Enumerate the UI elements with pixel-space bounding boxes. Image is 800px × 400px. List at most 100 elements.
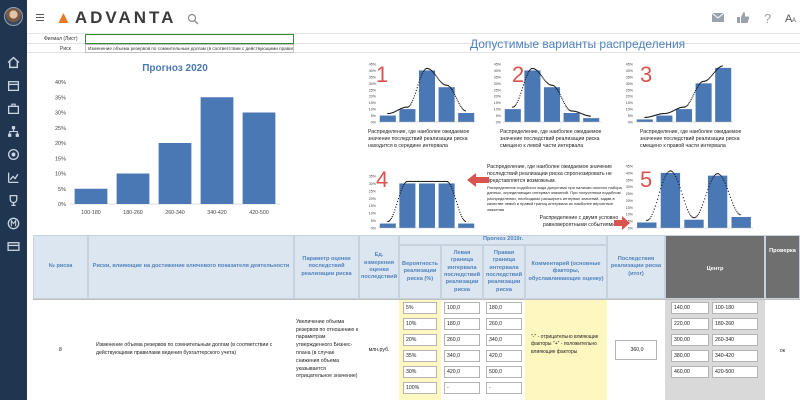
search-icon[interactable] bbox=[187, 12, 199, 25]
left-bound-input[interactable]: 340,0 bbox=[444, 350, 480, 362]
forecast-chart-title: Прогноз 2020 bbox=[142, 63, 208, 74]
center-value[interactable]: 300,00 bbox=[671, 334, 709, 346]
risk-description-cell: Изменение объема резервов по сомнительны… bbox=[96, 342, 273, 356]
comment-cell[interactable]: "-" - отрицательно влияющие факторы "+" … bbox=[531, 333, 599, 355]
interval-value[interactable]: 260-340 bbox=[712, 334, 758, 346]
curve-dot bbox=[432, 180, 434, 183]
curve-dot bbox=[682, 197, 684, 199]
curve-dot bbox=[702, 80, 704, 83]
distribution-bar bbox=[543, 87, 561, 122]
center-value[interactable]: 140,00 bbox=[671, 302, 709, 314]
thumbs-up-icon[interactable] bbox=[736, 11, 750, 24]
right-bound-input[interactable]: - bbox=[486, 382, 522, 394]
interval-value[interactable]: 420-500 bbox=[712, 366, 758, 378]
curve-dot bbox=[554, 85, 556, 87]
left-bound-input[interactable]: 180,0 bbox=[444, 318, 480, 330]
distribution-desc-3: Распределение, где наиболее ожидаемое зн… bbox=[640, 129, 742, 150]
curve-dot bbox=[436, 76, 438, 78]
probability-input[interactable]: 5% bbox=[403, 302, 437, 314]
curve-dot bbox=[571, 110, 573, 112]
org-chart-icon[interactable] bbox=[7, 125, 20, 138]
y-tick-label: 0% bbox=[371, 121, 377, 125]
curve-dot bbox=[397, 198, 400, 200]
interval-value[interactable]: 100-180 bbox=[712, 302, 758, 314]
interval-value[interactable]: 340-420 bbox=[712, 350, 758, 362]
curve-dot bbox=[653, 208, 655, 210]
distribution-number-2: 2 bbox=[512, 62, 525, 87]
curve-dot bbox=[435, 180, 437, 183]
curve-dot bbox=[675, 176, 677, 178]
probability-input[interactable]: 100% bbox=[403, 382, 437, 394]
interval-value[interactable]: 180-260 bbox=[712, 318, 758, 330]
y-tick-label: 20% bbox=[369, 95, 377, 99]
curve-dot bbox=[463, 220, 466, 222]
curve-dot bbox=[433, 72, 435, 74]
card-icon[interactable] bbox=[7, 240, 20, 253]
target-icon[interactable] bbox=[7, 148, 20, 161]
probability-input[interactable]: 20% bbox=[403, 334, 437, 346]
right-bound-input[interactable]: 340,0 bbox=[486, 334, 522, 346]
probability-input[interactable]: 35% bbox=[403, 350, 437, 362]
curve-dot bbox=[412, 180, 414, 183]
center-value[interactable]: 460,00 bbox=[671, 366, 709, 378]
y-tick-label: 0% bbox=[58, 202, 66, 208]
curve-dot bbox=[730, 199, 733, 201]
curve-dot bbox=[555, 87, 558, 89]
calendar-icon[interactable] bbox=[7, 79, 20, 92]
left-bound-input[interactable]: - bbox=[444, 382, 480, 394]
app-logo[interactable]: ▲ADVANTA bbox=[55, 8, 177, 27]
y-tick-label: 35% bbox=[369, 75, 377, 79]
center-value[interactable]: 380,00 bbox=[671, 350, 709, 362]
branch-input[interactable] bbox=[85, 34, 294, 44]
distribution-bar bbox=[399, 109, 416, 122]
right-bound-input[interactable]: 420,0 bbox=[486, 350, 522, 362]
left-bound-input[interactable]: 100,0 bbox=[444, 302, 480, 314]
y-tick-label: 10% bbox=[494, 108, 502, 112]
curve-dot bbox=[712, 73, 714, 75]
curve-dot bbox=[443, 83, 445, 86]
curve-dot bbox=[432, 71, 434, 73]
home-icon[interactable] bbox=[7, 56, 20, 69]
left-bound-input[interactable]: 260,0 bbox=[444, 334, 480, 346]
distribution-bar bbox=[379, 115, 396, 122]
curve-dot bbox=[721, 176, 723, 178]
help-icon[interactable]: ? bbox=[761, 11, 775, 24]
right-bound-input[interactable]: 500,0 bbox=[486, 366, 522, 378]
curve-dot bbox=[700, 81, 702, 84]
mail-icon[interactable] bbox=[711, 11, 725, 24]
curve-dot bbox=[733, 204, 735, 207]
menu-icon[interactable] bbox=[36, 14, 44, 21]
curve-dot bbox=[561, 97, 563, 99]
header-forecast-2019: Прогноз 2019г. bbox=[399, 235, 607, 245]
forecast-bar bbox=[116, 173, 150, 204]
distribution-chart-4: 0% 5% 10% 15% 20% 25% 30% 35% bbox=[369, 175, 476, 231]
probability-input[interactable]: 30% bbox=[403, 366, 437, 378]
curve-dot bbox=[417, 84, 419, 86]
trophy-icon[interactable] bbox=[7, 194, 20, 207]
right-bound-input[interactable]: 260,0 bbox=[486, 318, 522, 330]
chart-icon[interactable] bbox=[7, 171, 20, 184]
curve-dot bbox=[450, 185, 452, 187]
y-tick-label: 5% bbox=[496, 114, 502, 118]
briefcase-icon[interactable] bbox=[7, 102, 20, 115]
avatar[interactable] bbox=[4, 7, 23, 26]
curve-dot bbox=[673, 109, 675, 111]
right-bound-input[interactable]: 180,0 bbox=[486, 302, 522, 314]
left-bound-input[interactable]: 420,0 bbox=[444, 366, 480, 378]
curve-dot bbox=[420, 76, 422, 78]
probability-input[interactable]: 10% bbox=[403, 318, 437, 330]
curve-dot bbox=[398, 195, 400, 197]
risk-field[interactable]: Изменение объема резервов по сомнительны… bbox=[85, 44, 294, 53]
curve-dot bbox=[675, 108, 677, 111]
curve-dot bbox=[428, 68, 430, 70]
curve-dot bbox=[686, 105, 688, 107]
curve-dot bbox=[457, 206, 459, 208]
y-tick-label: 40% bbox=[626, 171, 634, 175]
curve-dot bbox=[660, 188, 662, 190]
y-tick-label: 5% bbox=[628, 220, 634, 224]
currency-icon[interactable] bbox=[7, 217, 20, 230]
center-value[interactable]: 220,00 bbox=[671, 318, 709, 330]
curve-dot bbox=[718, 67, 720, 69]
